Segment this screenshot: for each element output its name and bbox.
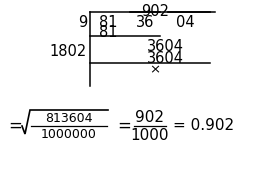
Text: 9: 9: [78, 15, 87, 30]
Text: ×: ×: [149, 63, 161, 76]
Text: 813604: 813604: [45, 113, 93, 126]
Text: = 0.902: = 0.902: [173, 119, 234, 133]
Text: 81: 81: [99, 15, 117, 30]
Text: 3604: 3604: [147, 51, 183, 66]
Text: 3604: 3604: [147, 39, 183, 54]
Text: 902: 902: [141, 4, 169, 19]
Text: 81: 81: [99, 25, 117, 40]
Text: 04: 04: [176, 15, 194, 30]
Text: 1802: 1802: [50, 44, 87, 59]
Text: 36: 36: [136, 15, 154, 30]
Text: 1000: 1000: [131, 127, 169, 143]
Text: 1000000: 1000000: [41, 128, 97, 141]
Text: 902: 902: [135, 111, 165, 126]
Text: =: =: [8, 117, 22, 135]
Text: =: =: [117, 117, 131, 135]
